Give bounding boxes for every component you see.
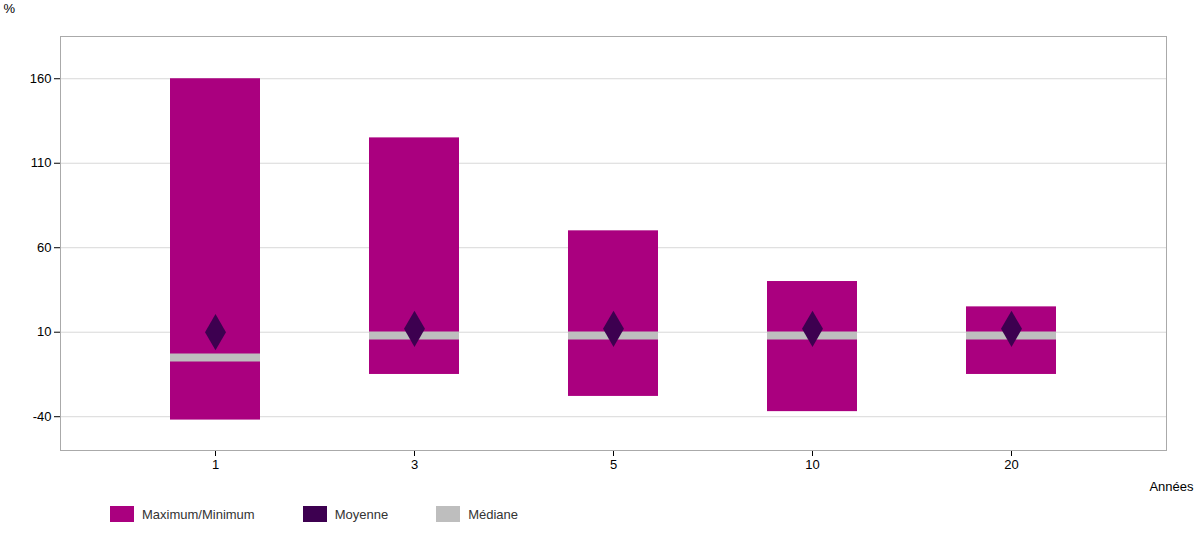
svg-text:-40: -40 — [33, 409, 52, 424]
svg-text:20: 20 — [1004, 457, 1018, 472]
html-text:Médiane: Médiane — [468, 506, 518, 522]
svg-text:160: 160 — [30, 71, 52, 86]
svg-text:5: 5 — [610, 457, 617, 472]
svg-text:Années: Années — [1149, 479, 1194, 494]
svg-text:1: 1 — [212, 457, 219, 472]
svg-text:60: 60 — [37, 240, 51, 255]
svg-text:3: 3 — [411, 457, 418, 472]
svg-text:110: 110 — [31, 155, 52, 170]
html-text:Maximum/Minimum: Maximum/Minimum — [142, 506, 255, 522]
svg-text:10: 10 — [805, 457, 819, 472]
svg-text:10: 10 — [37, 324, 51, 339]
html-text:Moyenne: Moyenne — [334, 506, 389, 522]
svg-text:%: % — [4, 1, 16, 16]
